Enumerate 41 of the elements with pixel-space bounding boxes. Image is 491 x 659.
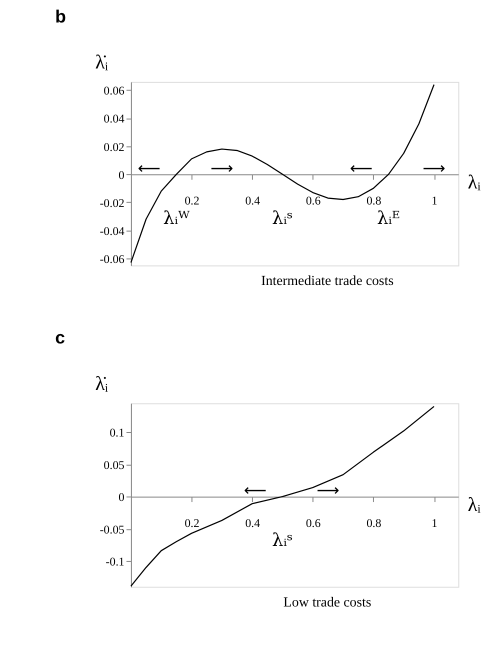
x-tick-label: 0.2 bbox=[184, 194, 200, 208]
y-tick-label: -0.06 bbox=[100, 252, 125, 266]
x-tick-label: 1 bbox=[432, 194, 438, 208]
y-tick-label: -0.04 bbox=[100, 224, 125, 238]
annotation: ⟵ bbox=[350, 158, 373, 178]
x-tick-label: 0.2 bbox=[184, 516, 200, 530]
y-tick-label: 0 bbox=[118, 168, 125, 182]
y-tick-label: 0.04 bbox=[104, 112, 125, 126]
text: Low trade costs bbox=[283, 596, 372, 611]
annotation: ⟶ bbox=[210, 158, 234, 178]
y-axis-title: λ̇ᵢ bbox=[95, 51, 109, 74]
x-tick-label: 0.4 bbox=[245, 194, 260, 208]
x-tick-label: 0.6 bbox=[306, 516, 321, 530]
y-tick-label: -0.05 bbox=[100, 522, 125, 536]
y-tick-label: 0.06 bbox=[104, 84, 125, 98]
annotation: ⟶ bbox=[422, 158, 446, 178]
y-tick-label: 0.02 bbox=[104, 140, 125, 154]
y-tick-label: 0.1 bbox=[110, 426, 125, 440]
x-axis-title: λᵢ bbox=[468, 172, 482, 194]
y-axis-title: λ̇ᵢ bbox=[95, 372, 109, 395]
line-series bbox=[130, 406, 435, 587]
annotation: λᵢˢ bbox=[272, 530, 293, 552]
chart-title: c bbox=[55, 328, 66, 348]
x-tick-label: 1 bbox=[432, 516, 438, 530]
annotation: ⟵ bbox=[138, 158, 160, 178]
annotation: ⟶ bbox=[316, 480, 340, 500]
annotation: ⟵ bbox=[244, 480, 267, 500]
y-tick-label: 0 bbox=[118, 490, 125, 504]
y-tick-label: -0.02 bbox=[100, 196, 125, 210]
annotation: λᵢᵂ bbox=[163, 208, 190, 229]
x-axis-title: λᵢ bbox=[468, 494, 482, 516]
x-tick-label: 0.8 bbox=[366, 516, 382, 530]
chart-title: b bbox=[55, 6, 66, 26]
x-tick-label: 0.6 bbox=[306, 194, 321, 208]
y-tick-label: 0.05 bbox=[104, 458, 125, 472]
annotation: λᵢᴱ bbox=[377, 208, 400, 229]
text: Intermediate trade costs bbox=[261, 274, 394, 290]
x-tick-label: 0.8 bbox=[366, 194, 382, 208]
x-tick-label: 0.4 bbox=[245, 516, 260, 530]
annotation: λᵢˢ bbox=[272, 208, 293, 229]
y-tick-label: -0.1 bbox=[106, 554, 125, 568]
